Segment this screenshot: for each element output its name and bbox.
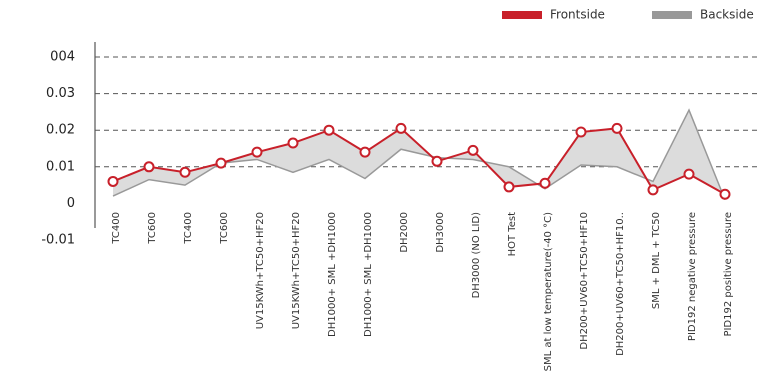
point [251,146,263,158]
y-tick-label: 004 [50,50,75,65]
point [143,161,155,173]
y-tick-label: -0.01 [41,233,75,248]
x-tick-label: DH1000+ SML +DH1000 [327,212,338,337]
x-tick-label: TC400 [183,212,194,245]
x-tick-label: DH2000 [399,212,410,253]
legend-label: Backside [700,8,754,22]
y-tick-label: 0.01 [46,159,75,174]
point [467,144,479,156]
point [359,146,371,158]
point [287,137,299,149]
legend-swatch [502,11,542,19]
x-tick-label: UV15KWh+TC50+HF20 [255,212,266,329]
x-tick-label: PID192 negative pressure [687,212,698,341]
series-line [112,127,726,196]
point [323,124,335,136]
band-fill [113,110,725,200]
x-tick-label: UV15KWh+TC50+HF20 [291,212,302,329]
point [503,181,515,193]
x-tick-label: SML at low temperature(-40 °C) [543,212,554,371]
point [575,126,587,138]
x-tick-label: DH3000 [435,212,446,253]
point [395,122,407,134]
legend-label: Frontside [550,8,605,22]
x-tick-label: DH200+UV60+TC50+HF10 [579,212,590,350]
point [683,168,695,180]
point [611,122,623,134]
y-tick-label: 0.02 [46,123,75,138]
x-tick-label: DH3000 (NO LID) [471,212,482,299]
point [215,157,227,169]
x-tick-label: TC600 [219,212,230,245]
point [107,175,119,187]
legend-swatch [652,11,692,19]
x-tick-label: DH1000+ SML +DH1000 [363,212,374,337]
x-tick-label: PID192 positive pressure [723,212,734,337]
point [647,184,659,196]
series-line [112,108,726,201]
x-tick-label: HOT Test [507,212,518,256]
y-tick-label: 0.03 [46,86,75,101]
point [719,188,731,200]
point [179,166,191,178]
x-tick-label: DH200+UV60+TC50+HF10.. [615,212,626,356]
x-tick-label: TC400 [111,212,122,245]
x-tick-label: SML + DML + TC50 [651,212,662,309]
x-tick-label: TC600 [147,212,158,245]
point [431,155,443,167]
y-tick-label: 0 [67,196,75,211]
point [539,177,551,189]
